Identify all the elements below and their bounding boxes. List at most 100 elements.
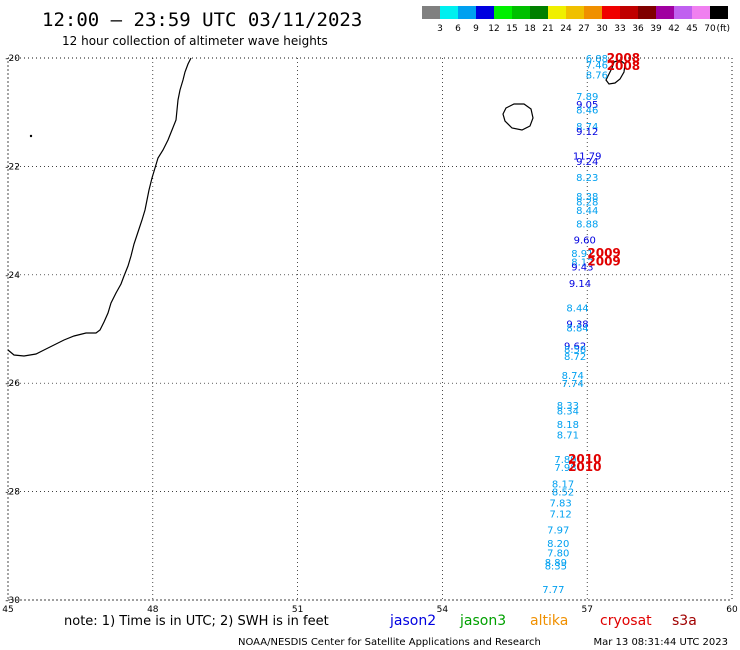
wave-height-value: 8.91: [571, 249, 593, 260]
wave-height-value: 8.35: [545, 561, 567, 572]
cyclone-label: 2009: [587, 246, 620, 260]
legend-label: 6: [455, 24, 461, 34]
legend-swatch: [710, 6, 728, 19]
wave-height-value: 6.88: [586, 54, 608, 65]
longitude-tick: 57: [581, 605, 592, 615]
wave-height-value: 8.74: [576, 122, 598, 133]
longitude-tick: 54: [437, 605, 449, 615]
islet: [29, 134, 33, 138]
latitude-tick: -28: [5, 488, 20, 498]
wave-height-value: 8.89: [545, 558, 567, 569]
cyclone-label: 2008: [607, 59, 640, 73]
wave-height-value: 11.79: [573, 152, 602, 163]
latitude-tick: -26: [5, 379, 20, 389]
legend-label: 30: [596, 24, 608, 34]
map-frame: [7, 57, 733, 601]
wave-height-value: 8.12: [571, 257, 593, 268]
wave-height-value: 7.12: [550, 509, 572, 520]
wave-height-value: 8.34: [557, 406, 579, 417]
longitude-tick: 48: [147, 605, 159, 615]
legend-label: 70: [704, 24, 716, 34]
wave-height-value: 8.33: [557, 401, 579, 412]
wave-height-value: 8.17: [552, 479, 574, 490]
wave-height-value: 8.20: [547, 539, 569, 550]
legend-label: 3: [437, 24, 443, 34]
wave-height-value: 9.14: [569, 279, 591, 290]
wave-height-legend: 3 6 9 12 15 18 21 24 27 30 33 36 39 42 45 70 (ft): [422, 6, 730, 34]
wave-height-value: 7.98: [554, 463, 576, 474]
wave-height-value: 8.46: [576, 105, 598, 116]
satellite-legend: jason2 jason3 altika cryosat s3a: [389, 613, 697, 629]
wave-height-observations: 6.887.468.767.899.058.468.749.1211.799.2…: [542, 54, 608, 596]
wave-height-value: 7.80: [547, 548, 569, 559]
legend-label: 33: [614, 24, 625, 34]
longitude-tick: 60: [726, 605, 738, 615]
legend-swatch: [458, 6, 476, 19]
legend-label: 24: [560, 24, 572, 34]
wave-height-value: 8.58: [564, 345, 586, 356]
legend-label: 9: [473, 24, 479, 34]
wave-height-value: 9.62: [564, 341, 586, 352]
map-title: 12:00 – 23:59 UTC 03/11/2023: [42, 9, 362, 31]
wave-height-value: 8.88: [576, 219, 598, 230]
satellite-jason3: jason3: [459, 613, 506, 629]
wave-height-value: 8.72: [564, 352, 586, 363]
map-subtitle: 12 hour collection of altimeter wave hei…: [62, 34, 328, 48]
latitude-tick: -30: [5, 596, 20, 606]
legend-swatch: [620, 6, 638, 19]
legend-label: 42: [668, 24, 679, 34]
wave-height-value: 7.74: [562, 379, 584, 390]
longitude-tick: 51: [292, 605, 303, 615]
cyclone-label: 2010: [568, 460, 601, 474]
wave-height-value: 7.89: [576, 92, 598, 103]
reunion-coastline: [502, 103, 534, 131]
wave-height-value: 8.71: [557, 431, 579, 442]
wave-height-value: 8.44: [566, 303, 588, 314]
wave-height-value: 9.43: [571, 263, 593, 274]
footer-note: note: 1) Time is in UTC; 2) SWH is in fe…: [64, 614, 329, 629]
latitude-tick-labels: -20 -22 -24 -26 -28 -30: [5, 54, 20, 606]
latitude-tick: -20: [5, 54, 20, 64]
satellite-altika: altika: [530, 613, 568, 629]
legend-swatch: [422, 6, 440, 19]
longitude-tick-labels: 45 48 51 54 57 60: [2, 605, 738, 615]
wave-height-value: 9.60: [574, 236, 596, 247]
wave-height-value: 8.74: [562, 371, 584, 382]
lat-lon-grid: [7, 57, 733, 601]
longitude-tick: 45: [2, 605, 13, 615]
wave-height-value: 8.44: [576, 206, 598, 217]
legend-swatch: [674, 6, 692, 19]
satellite-cryosat: cryosat: [600, 613, 652, 629]
wave-height-value: 8.84: [566, 323, 588, 334]
wave-height-value: 8.52: [552, 488, 574, 499]
latitude-tick: -24: [5, 271, 20, 281]
madagascar-coastline: [7, 57, 192, 357]
legend-label: 12: [488, 24, 499, 34]
legend-label: 18: [524, 24, 536, 34]
legend-swatch: [440, 6, 458, 19]
legend-swatch: [494, 6, 512, 19]
satellite-jason2: jason2: [389, 613, 436, 629]
wave-height-value: 7.89: [554, 455, 576, 466]
cyclone-label: 2010: [568, 452, 601, 466]
legend-swatch: [566, 6, 584, 19]
wave-height-value: 8.23: [576, 173, 598, 184]
footer-credit: NOAA/NESDIS Center for Satellite Applica…: [238, 637, 541, 648]
legend-swatch: [638, 6, 656, 19]
wave-height-value: 7.97: [547, 526, 569, 537]
footer-timestamp: Mar 13 08:31:44 UTC 2023: [594, 637, 729, 648]
legend-label: 39: [650, 24, 662, 34]
legend-unit: (ft): [716, 24, 730, 34]
legend-swatch: [512, 6, 530, 19]
wave-height-value: 7.83: [550, 498, 572, 509]
legend-swatch: [530, 6, 548, 19]
legend-label: 36: [632, 24, 644, 34]
coastlines: [7, 57, 626, 357]
legend-swatch: [476, 6, 494, 19]
legend-swatch: [692, 6, 710, 19]
wave-height-value: 7.77: [542, 585, 564, 596]
wave-height-value: 7.46: [586, 61, 608, 72]
legend-label: 15: [506, 24, 517, 34]
